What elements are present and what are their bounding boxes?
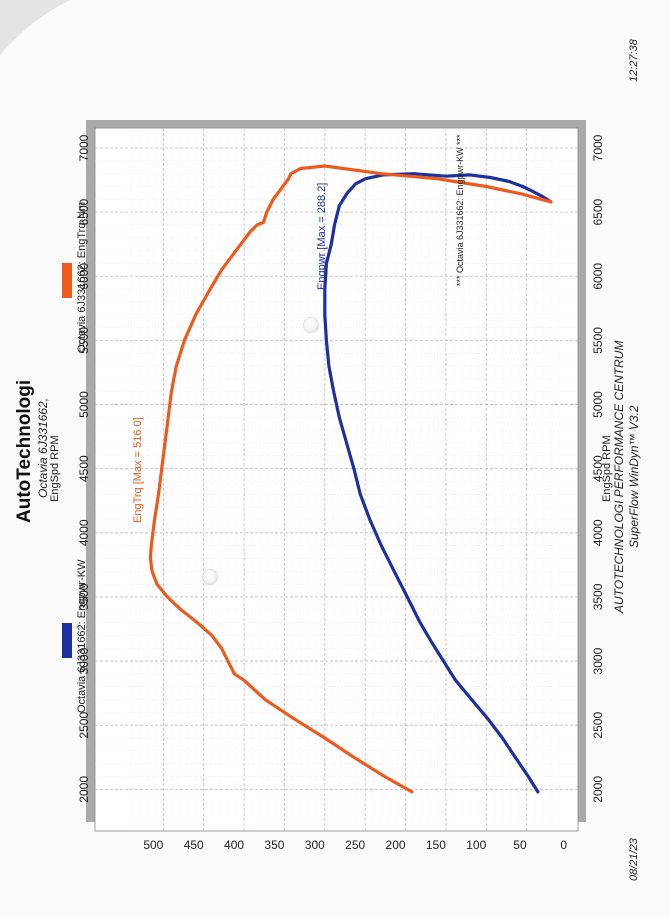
brand-title: AutoTechnologi: [14, 379, 35, 523]
footer-software: SuperFlow WinDyn™ V3.2: [627, 405, 641, 548]
x-tick-label: 7000: [591, 134, 605, 161]
y-tick-label: 450: [184, 838, 204, 852]
legend-power-label: Octavia 6J331662: Engpwr-KW: [76, 559, 88, 713]
x-tick-label-top: 3000: [77, 647, 91, 674]
x-tick-label-top: 5500: [77, 327, 91, 354]
legend-torque-swatch: [62, 263, 72, 298]
y-tick-label: 300: [305, 838, 325, 852]
x-tick-label-top: 2000: [77, 776, 91, 803]
x-tick-label: 5000: [591, 391, 605, 418]
scan-corner-shadow: [0, 0, 70, 55]
x-tick-label-top: 5000: [77, 391, 91, 418]
subtitle: Octavia 6J331662,: [36, 397, 50, 498]
y-tick-label: 400: [224, 838, 244, 852]
plot-area: [94, 127, 579, 832]
x-tick-label: 2500: [591, 712, 605, 739]
x-tick-label-top: 4000: [77, 519, 91, 546]
footer-company: AUTOTECHNOLOGI PERFORMANCE CENTRUM: [612, 340, 626, 613]
y-tick-label: 250: [345, 838, 365, 852]
y-tick-label: 50: [513, 838, 527, 852]
x-tick-label-top: 3500: [77, 583, 91, 610]
grid: [95, 128, 578, 831]
x-tick-label: 2000: [591, 776, 605, 803]
x-tick-label: 3500: [591, 583, 605, 610]
legend-power-swatch: [62, 623, 72, 658]
legend-extra-label: *** Octavia 6J331662: Engpwr-KW ***: [455, 134, 465, 286]
y-tick-label: 100: [466, 838, 486, 852]
x-tick-label: 6500: [591, 198, 605, 225]
x-tick-labels-top: 2000 2500 3000 3500 4000 4500 5000 5500 6000 6500…: [77, 134, 91, 802]
torque-curve: [148, 164, 553, 794]
x-tick-label-top: 6500: [77, 198, 91, 225]
x-tick-labels: 2000 2500 3000 3500 4000 4500 5000 5500 6000 6500…: [591, 134, 605, 802]
torque-max-annotation: EngTrq [Max = 516.0]: [132, 417, 144, 523]
power-curve: [323, 172, 553, 794]
x-tick-label: 5500: [591, 327, 605, 354]
x-tick-label: 6000: [591, 263, 605, 290]
y-tick-label: 350: [264, 838, 284, 852]
x-tick-label: 4500: [591, 455, 605, 482]
power-max-annotation: Engpwr [Max = 288.2]: [316, 182, 328, 290]
x-tick-label-top: 4500: [77, 455, 91, 482]
y-tick-label: 200: [386, 838, 406, 852]
legend-torque-label: Octavia 6J331662: EngTrq-Nm: [76, 201, 88, 353]
print-date: 08/21/23: [628, 838, 640, 881]
punch-hole-bottom: [203, 570, 217, 584]
x-tick-label-top: 7000: [77, 134, 91, 161]
xlabel-top: EngSpd RPM: [49, 435, 61, 502]
x-tick-label: 3000: [591, 647, 605, 674]
series-lines: [148, 164, 553, 794]
y-tick-label: 0: [560, 838, 567, 852]
punch-hole-top: [304, 318, 318, 332]
y-tick-label: 500: [143, 838, 163, 852]
x-tick-label-top: 2500: [77, 712, 91, 739]
y-tick-labels: 0 50 100 150 200 250 300 350 400 450 500: [143, 838, 567, 852]
x-tick-label-top: 6000: [77, 263, 91, 290]
y-tick-label: 150: [426, 838, 446, 852]
x-tick-label: 4000: [591, 519, 605, 546]
print-time: 12:27:38: [628, 39, 640, 82]
